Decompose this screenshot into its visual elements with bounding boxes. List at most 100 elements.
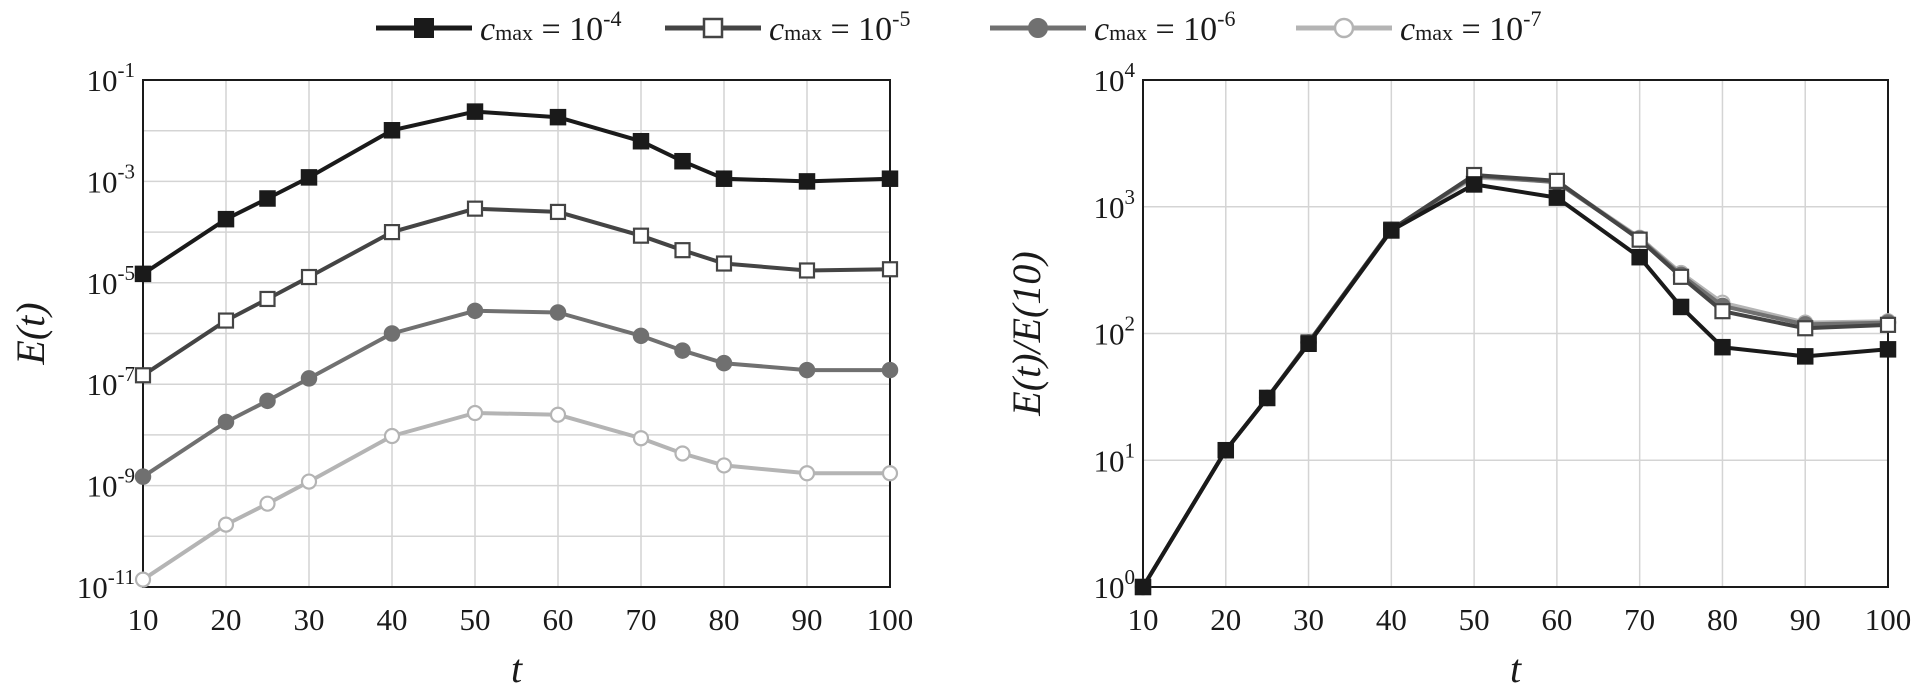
data-point-square-filled: [1383, 222, 1400, 239]
legend-label-1e-6: cmax = 10-6: [1094, 6, 1236, 48]
data-point-circle-filled: [798, 361, 816, 379]
data-point-square-filled: [1631, 248, 1648, 266]
y-tick-label: 101: [1094, 438, 1136, 478]
data-point-square-filled: [1796, 348, 1814, 365]
data-point-square-filled: [1714, 338, 1731, 356]
y-tick-label: 10-3: [87, 159, 136, 199]
y-tick-label: 10-7: [87, 362, 136, 402]
data-point-square-open: [549, 203, 567, 221]
data-point-square-filled: [1465, 176, 1483, 193]
data-point-circle-filled: [217, 413, 235, 431]
x-tick-label: 40: [377, 602, 408, 637]
x-tick-label: 40: [1376, 602, 1407, 637]
data-point-circle-open: [632, 430, 650, 447]
data-point-circle-open: [466, 404, 484, 422]
x-axis-title: t: [1510, 646, 1522, 691]
x-axis-title: t: [511, 646, 523, 691]
data-point-square-filled: [881, 170, 899, 187]
data-point-square-open: [881, 261, 899, 278]
data-point-square-open: [466, 200, 484, 217]
x-tick-label: 100: [867, 602, 914, 637]
chart-right-normalized-energy: 10 20 30 40 50 60 70 80 90 100104103102101100tE(t…: [1004, 58, 1911, 691]
data-point-circle-filled: [134, 468, 152, 485]
data-point-circle-filled: [300, 370, 318, 387]
y-tick-label: 100: [1094, 565, 1136, 605]
y-tick-label: 10-9: [87, 464, 136, 504]
x-tick-label: 50: [460, 602, 491, 637]
legend-marker-circle-open-icon: [1333, 17, 1355, 39]
y-tick-label: 10-1: [87, 58, 136, 98]
data-point-circle-filled: [715, 354, 733, 372]
x-tick-label: 90: [1790, 602, 1821, 637]
plot-frame: [1142, 79, 1889, 588]
data-point-square-filled: [383, 122, 401, 139]
data-point-square-filled: [1300, 335, 1317, 353]
legend-label-1e-5: cmax = 10-5: [769, 6, 911, 48]
legend-label-1e-7: cmax = 10-7: [1400, 6, 1542, 48]
data-point-circle-filled: [881, 361, 899, 379]
data-point-square-filled: [466, 103, 484, 120]
x-tick-label: 10: [1128, 602, 1159, 637]
data-point-square-filled: [1548, 189, 1566, 206]
y-tick-exponent: -9: [118, 464, 136, 488]
x-tick-label: 70: [1624, 602, 1655, 637]
y-tick-label: 10-5: [87, 261, 136, 301]
series-line: [141, 308, 890, 479]
y-tick-base: 10: [1094, 190, 1125, 225]
data-point-circle-open: [674, 445, 691, 462]
data-point-square-open: [1797, 320, 1814, 337]
x-tick-label: 100: [1865, 602, 1912, 637]
x-tick-label: 80: [709, 602, 740, 637]
y-tick-base: 10: [87, 164, 118, 199]
y-tick-exponent: 3: [1125, 185, 1136, 209]
y-tick-exponent: 2: [1125, 312, 1136, 336]
x-tick-label: 70: [626, 602, 657, 637]
data-point-square-open: [134, 367, 152, 384]
x-tick-label: 80: [1707, 602, 1738, 637]
data-point-circle-open: [134, 571, 152, 588]
data-point-square-filled: [798, 173, 816, 190]
x-tick-label: 20: [211, 602, 242, 637]
series-line: [1141, 173, 1889, 589]
data-point-square-open: [674, 242, 691, 259]
data-point-square-filled: [1879, 341, 1897, 358]
data-point-square-open: [300, 268, 318, 286]
y-tick-exponent: -3: [118, 159, 136, 183]
data-point-circle-filled: [466, 302, 484, 320]
y-tick-exponent: -1: [118, 58, 136, 82]
data-point-square-open: [259, 290, 276, 308]
x-tick-label: 50: [1459, 602, 1490, 637]
y-tick-base: 10: [87, 63, 118, 98]
x-tick-label: 60: [1541, 602, 1572, 637]
data-point-circle-open: [715, 457, 733, 474]
data-point-square-open: [1631, 231, 1648, 248]
data-point-circle-filled: [549, 304, 567, 321]
y-tick-label: 104: [1094, 58, 1136, 98]
data-point-circle-open: [549, 406, 567, 423]
data-point-circle-open: [300, 473, 318, 490]
x-tick-label: 30: [294, 602, 325, 637]
y-tick-label: 102: [1094, 312, 1136, 352]
y-tick-base: 10: [87, 367, 118, 402]
data-point-circle-filled: [383, 325, 401, 342]
legend-entry-cmax-1e-7: cmax = 10-7: [1296, 6, 1542, 48]
y-tick-base: 10: [87, 266, 118, 301]
data-point-circle-open: [383, 427, 401, 445]
chart-left-energy: 10 20 30 40 50 60 70 80 90 10010-110-310-510-710-…: [8, 58, 913, 691]
x-tick-label: 60: [543, 602, 574, 637]
data-point-square-open: [1714, 303, 1731, 320]
y-tick-base: 10: [1094, 317, 1125, 352]
legend-marker-square-filled-icon: [414, 18, 434, 38]
data-point-square-filled: [134, 265, 152, 283]
data-point-square-open: [715, 255, 733, 272]
data-point-square-filled: [1217, 441, 1235, 459]
series-line: [141, 206, 891, 377]
data-point-circle-filled: [632, 327, 650, 345]
y-tick-base: 10: [87, 469, 118, 504]
plot-frame: [142, 79, 891, 588]
data-point-square-open: [1672, 268, 1690, 285]
series-line: [1141, 182, 1889, 589]
data-point-circle-open: [217, 516, 235, 533]
series-line: [141, 109, 891, 276]
